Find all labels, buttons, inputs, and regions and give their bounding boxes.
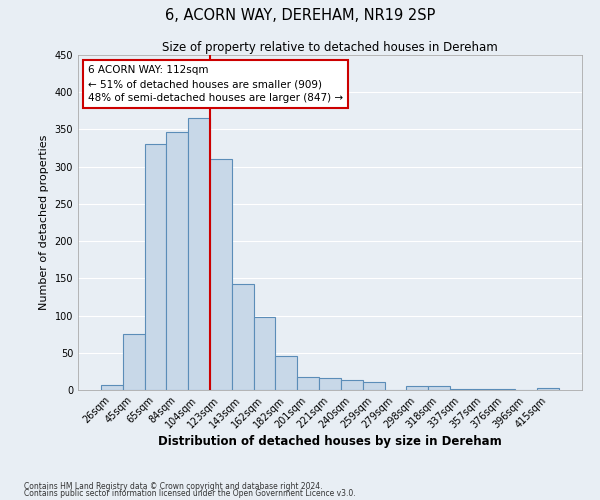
- Bar: [363, 382, 385, 390]
- Bar: [472, 388, 494, 390]
- Text: Contains HM Land Registry data © Crown copyright and database right 2024.: Contains HM Land Registry data © Crown c…: [24, 482, 323, 491]
- Bar: [537, 388, 559, 390]
- Text: 6 ACORN WAY: 112sqm
← 51% of detached houses are smaller (909)
48% of semi-detac: 6 ACORN WAY: 112sqm ← 51% of detached ho…: [88, 65, 343, 103]
- X-axis label: Distribution of detached houses by size in Dereham: Distribution of detached houses by size …: [158, 436, 502, 448]
- Bar: [275, 356, 297, 390]
- Y-axis label: Number of detached properties: Number of detached properties: [39, 135, 49, 310]
- Bar: [406, 386, 428, 390]
- Bar: [450, 388, 472, 390]
- Bar: [123, 334, 145, 390]
- Bar: [145, 144, 166, 390]
- Bar: [166, 132, 188, 390]
- Bar: [254, 317, 275, 390]
- Bar: [319, 378, 341, 390]
- Bar: [232, 284, 254, 390]
- Bar: [428, 386, 450, 390]
- Bar: [341, 380, 363, 390]
- Text: 6, ACORN WAY, DEREHAM, NR19 2SP: 6, ACORN WAY, DEREHAM, NR19 2SP: [165, 8, 435, 22]
- Bar: [210, 159, 232, 390]
- Bar: [188, 118, 210, 390]
- Title: Size of property relative to detached houses in Dereham: Size of property relative to detached ho…: [162, 41, 498, 54]
- Bar: [297, 378, 319, 390]
- Text: Contains public sector information licensed under the Open Government Licence v3: Contains public sector information licen…: [24, 489, 356, 498]
- Bar: [101, 385, 123, 390]
